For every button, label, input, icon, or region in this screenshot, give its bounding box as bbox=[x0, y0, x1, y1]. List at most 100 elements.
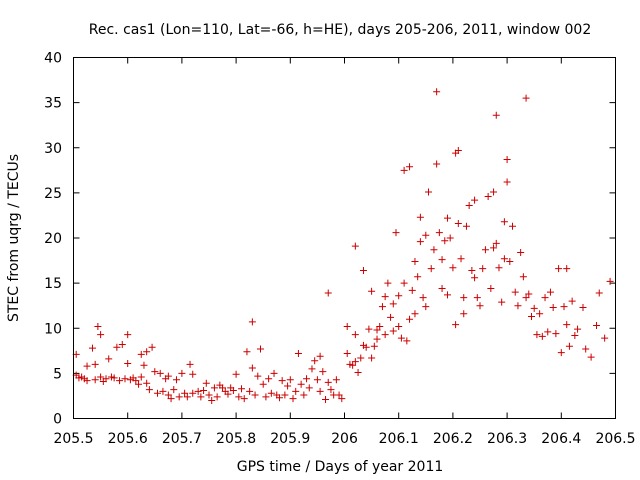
data-point bbox=[438, 285, 446, 293]
x-tick-label: 205.5 bbox=[53, 431, 93, 447]
data-point bbox=[270, 369, 278, 377]
data-point bbox=[275, 394, 283, 402]
data-point bbox=[124, 359, 132, 367]
data-point bbox=[143, 379, 151, 387]
data-point bbox=[517, 248, 525, 256]
data-point bbox=[395, 322, 403, 330]
data-point bbox=[262, 393, 270, 401]
x-tick-label: 205.8 bbox=[216, 431, 256, 447]
data-point bbox=[248, 364, 256, 372]
data-point bbox=[246, 387, 254, 395]
data-point bbox=[443, 214, 451, 222]
data-point bbox=[238, 385, 246, 393]
x-tick-label: 206 bbox=[331, 431, 358, 447]
data-point bbox=[443, 291, 451, 299]
data-point bbox=[365, 325, 373, 333]
data-point bbox=[159, 387, 167, 395]
data-point bbox=[416, 213, 424, 221]
x-tick-label: 205.7 bbox=[162, 431, 202, 447]
data-point bbox=[368, 354, 376, 362]
data-point bbox=[91, 360, 99, 368]
data-series bbox=[72, 88, 614, 404]
y-tick-label: 25 bbox=[44, 186, 62, 202]
data-point bbox=[552, 330, 560, 338]
data-point bbox=[324, 289, 332, 297]
data-point bbox=[525, 290, 533, 298]
data-point bbox=[452, 321, 460, 329]
data-point bbox=[351, 358, 359, 366]
data-point bbox=[395, 292, 403, 300]
data-point bbox=[473, 294, 481, 302]
data-point bbox=[427, 265, 435, 273]
data-point bbox=[538, 332, 546, 340]
data-point bbox=[349, 361, 357, 369]
data-point bbox=[343, 322, 351, 330]
data-point bbox=[343, 350, 351, 358]
x-tick-label: 206.3 bbox=[487, 431, 527, 447]
data-point bbox=[563, 265, 571, 273]
data-point bbox=[536, 310, 544, 318]
data-point bbox=[425, 188, 433, 196]
data-point bbox=[124, 331, 132, 339]
data-point bbox=[533, 331, 541, 339]
data-point bbox=[354, 368, 362, 376]
data-point bbox=[116, 377, 124, 385]
data-point bbox=[135, 380, 143, 388]
data-point bbox=[495, 264, 503, 272]
data-point bbox=[154, 389, 162, 397]
data-point bbox=[175, 393, 183, 401]
data-point bbox=[500, 218, 508, 226]
x-tick-label: 206.1 bbox=[379, 431, 419, 447]
data-point bbox=[387, 313, 395, 321]
data-point bbox=[481, 246, 489, 254]
data-point bbox=[197, 393, 205, 401]
data-point bbox=[224, 390, 232, 398]
data-point bbox=[381, 331, 389, 339]
data-point bbox=[210, 384, 218, 392]
data-point bbox=[376, 322, 384, 330]
data-point bbox=[332, 376, 340, 384]
data-point bbox=[560, 303, 568, 311]
data-point bbox=[563, 321, 571, 329]
y-axis-label: STEC from uqrg / TECUs bbox=[6, 154, 22, 322]
data-point bbox=[311, 357, 319, 365]
data-point bbox=[200, 387, 208, 395]
data-point bbox=[389, 327, 397, 335]
data-point bbox=[254, 372, 262, 380]
data-point bbox=[189, 370, 197, 378]
data-point bbox=[292, 387, 300, 395]
data-point bbox=[370, 342, 378, 350]
data-point bbox=[181, 389, 189, 397]
data-point bbox=[368, 287, 376, 295]
data-point bbox=[351, 242, 359, 250]
data-point bbox=[322, 396, 330, 404]
data-point bbox=[392, 229, 400, 237]
data-point bbox=[555, 265, 563, 273]
data-point bbox=[557, 349, 565, 357]
data-point bbox=[400, 166, 408, 174]
data-point bbox=[476, 302, 484, 310]
data-point bbox=[503, 178, 511, 186]
data-point bbox=[498, 298, 506, 306]
data-point bbox=[278, 377, 286, 385]
data-point bbox=[137, 373, 145, 381]
data-point bbox=[389, 300, 397, 308]
data-point bbox=[438, 256, 446, 264]
data-point bbox=[479, 265, 487, 273]
data-point bbox=[511, 288, 519, 296]
data-point bbox=[178, 369, 186, 377]
data-point bbox=[259, 380, 267, 388]
x-axis-label: GPS time / Days of year 2011 bbox=[237, 459, 444, 475]
data-point bbox=[284, 382, 292, 390]
data-point bbox=[582, 345, 590, 353]
data-point bbox=[487, 285, 495, 293]
data-point bbox=[248, 318, 256, 326]
y-tick-label: 40 bbox=[44, 51, 62, 67]
data-point bbox=[541, 294, 549, 302]
y-tick-label: 35 bbox=[44, 96, 62, 112]
data-point bbox=[110, 374, 118, 382]
data-point bbox=[471, 196, 479, 204]
data-point bbox=[351, 331, 359, 339]
data-point bbox=[243, 348, 251, 356]
data-point bbox=[527, 313, 535, 321]
